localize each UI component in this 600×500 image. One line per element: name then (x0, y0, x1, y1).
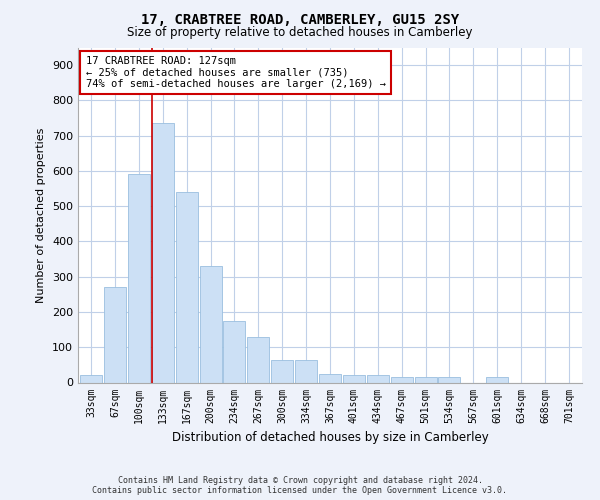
Text: Size of property relative to detached houses in Camberley: Size of property relative to detached ho… (127, 26, 473, 39)
Bar (271, 360, 293, 382)
X-axis label: Distribution of detached houses by size in Camberley: Distribution of detached houses by size … (172, 431, 488, 444)
Bar (391, 377, 413, 382)
Bar (415, 377, 437, 382)
Bar (104, 288, 126, 382)
Bar (176, 192, 197, 382)
Bar (486, 377, 508, 382)
Bar (128, 174, 150, 382)
Bar (367, 376, 389, 382)
Bar (439, 377, 460, 382)
Bar (223, 321, 245, 382)
Bar (152, 124, 174, 382)
Bar (343, 376, 365, 382)
Text: 17 CRABTREE ROAD: 127sqm
← 25% of detached houses are smaller (735)
74% of semi-: 17 CRABTREE ROAD: 127sqm ← 25% of detach… (86, 56, 386, 89)
Bar (200, 266, 221, 382)
Text: Contains HM Land Registry data © Crown copyright and database right 2024.
Contai: Contains HM Land Registry data © Crown c… (92, 476, 508, 495)
Bar (319, 374, 341, 382)
Bar (247, 336, 269, 382)
Y-axis label: Number of detached properties: Number of detached properties (37, 128, 46, 302)
Bar (295, 360, 317, 382)
Text: 17, CRABTREE ROAD, CAMBERLEY, GU15 2SY: 17, CRABTREE ROAD, CAMBERLEY, GU15 2SY (141, 12, 459, 26)
Bar (80, 376, 102, 382)
